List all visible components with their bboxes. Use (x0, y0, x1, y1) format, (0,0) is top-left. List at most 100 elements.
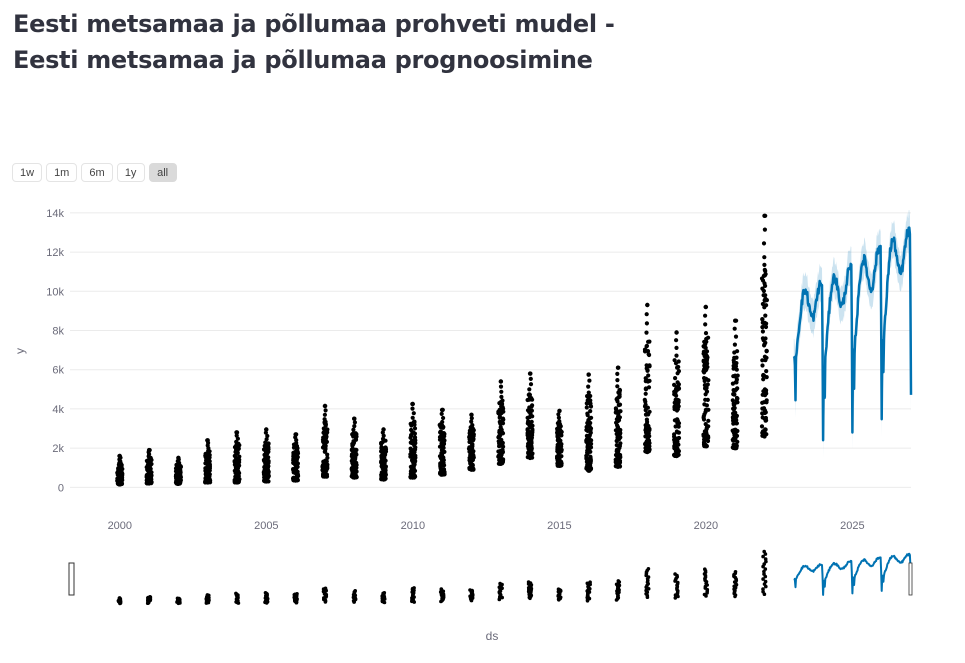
data-point (380, 439, 385, 445)
data-point (207, 474, 212, 479)
data-point-min (703, 444, 709, 449)
data-point (706, 335, 711, 340)
y-tick-label: 14k (46, 208, 64, 220)
range-button-1m[interactable]: 1m (46, 163, 78, 182)
data-point (441, 431, 446, 436)
slider-point (763, 557, 768, 561)
data-point (760, 363, 765, 368)
data-point (702, 363, 707, 368)
data-point (702, 370, 707, 375)
data-point (735, 439, 740, 444)
data-point (557, 419, 562, 424)
data-point (379, 460, 384, 465)
data-point (530, 414, 535, 419)
data-point (556, 436, 561, 441)
data-point-min (205, 480, 210, 485)
data-point (615, 425, 620, 430)
data-point (350, 446, 355, 451)
data-point (526, 450, 531, 455)
data-point (294, 440, 299, 446)
data-point (761, 241, 767, 246)
data-point (762, 320, 767, 325)
range-button-all[interactable]: all (148, 163, 177, 182)
slider-point (702, 592, 707, 597)
data-point (732, 433, 737, 438)
data-point (761, 373, 766, 378)
data-point (732, 326, 737, 331)
data-point (528, 424, 533, 430)
data-point (438, 467, 443, 472)
data-point (323, 443, 328, 448)
data-point (380, 470, 385, 475)
data-point (676, 386, 681, 391)
slider-point (439, 587, 444, 591)
slider-point (703, 567, 707, 571)
data-point (295, 471, 300, 477)
range-slider-handle-left[interactable] (68, 562, 75, 596)
data-point (647, 434, 652, 439)
data-point (702, 437, 707, 442)
data-point (353, 435, 359, 440)
data-point (762, 255, 767, 260)
range-button-1w[interactable]: 1w (12, 163, 43, 182)
data-point (265, 467, 270, 472)
data-point (763, 417, 768, 422)
data-point (676, 398, 681, 403)
data-point (469, 419, 474, 424)
data-point (761, 377, 766, 382)
slider-point (148, 595, 152, 599)
data-point (351, 472, 356, 477)
data-point (730, 398, 735, 403)
data-point (441, 437, 446, 442)
data-point (264, 450, 270, 455)
data-point (760, 317, 765, 322)
data-point (556, 458, 562, 463)
data-point (704, 339, 709, 344)
data-point (558, 431, 563, 436)
data-point (763, 324, 769, 330)
data-point (703, 313, 708, 318)
data-point (236, 474, 241, 479)
data-point (585, 411, 590, 416)
range-slider-handle-right[interactable] (908, 562, 913, 596)
data-point-max (205, 438, 210, 443)
data-point (497, 407, 503, 412)
data-point (706, 407, 711, 412)
data-point (471, 449, 476, 454)
data-point (263, 440, 268, 445)
data-point (617, 430, 623, 435)
data-point (644, 445, 649, 450)
data-point (732, 355, 737, 360)
data-point (762, 227, 768, 232)
data-point (644, 363, 649, 368)
data-point (556, 441, 561, 446)
data-point (324, 462, 329, 467)
data-point (324, 467, 329, 472)
data-point (645, 368, 650, 373)
data-point (614, 458, 619, 463)
data-point (496, 411, 501, 416)
range-button-6m[interactable]: 6m (81, 163, 113, 182)
data-point-min (762, 434, 767, 439)
range-button-1y[interactable]: 1y (116, 163, 145, 182)
data-point-min (527, 455, 533, 461)
data-point (584, 405, 589, 410)
x-tick-label: 2000 (108, 520, 132, 532)
data-point (672, 382, 677, 387)
data-point (411, 411, 416, 416)
data-point (617, 458, 623, 463)
data-point (294, 455, 299, 460)
data-point (440, 419, 445, 425)
data-point (764, 369, 769, 374)
data-point (322, 421, 327, 426)
data-point (411, 420, 416, 425)
range-slider[interactable] (68, 549, 913, 606)
y-tick-label: 0 (58, 482, 64, 494)
y-tick-label: 12k (46, 247, 64, 259)
data-point (382, 459, 387, 464)
data-point (585, 464, 591, 469)
slider-point (585, 581, 590, 586)
data-point (642, 404, 648, 409)
data-point (703, 397, 708, 402)
